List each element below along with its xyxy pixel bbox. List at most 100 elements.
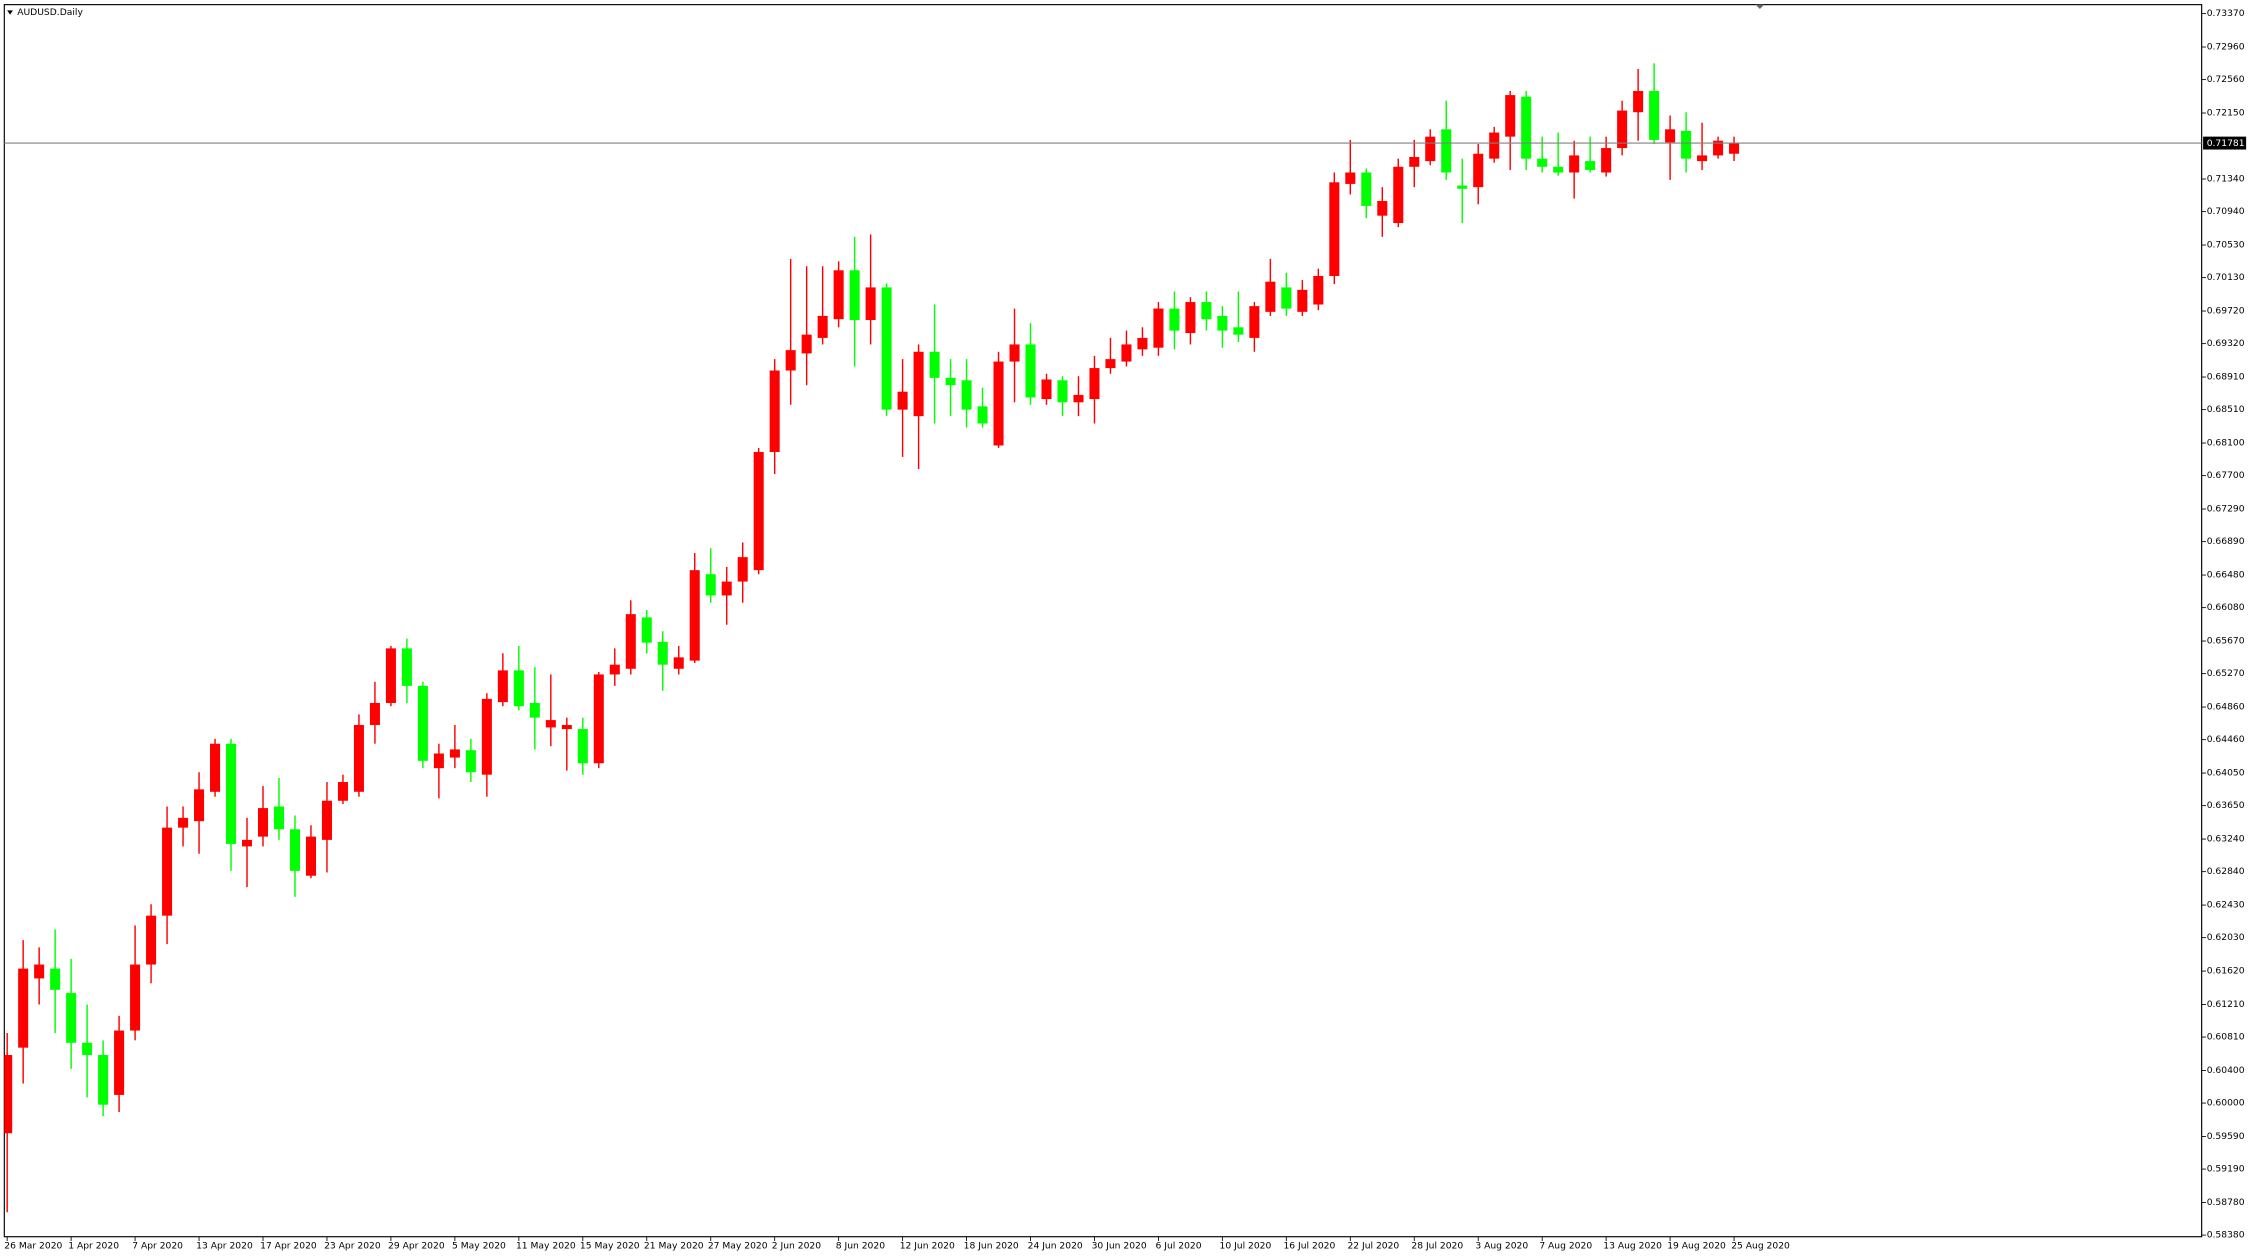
candle-body <box>1697 155 1708 162</box>
candle-body <box>417 685 428 761</box>
plot-frame <box>3 4 2203 1238</box>
candle-body <box>1473 153 1484 188</box>
candle-body <box>1457 185 1468 189</box>
candle-body <box>241 839 253 847</box>
current-price-box <box>2203 136 2247 150</box>
shift-marker <box>1755 4 1765 9</box>
x-tick-label: 22 Jul 2020 <box>1347 1241 1399 1252</box>
candle-body <box>50 968 61 990</box>
candle-body <box>34 964 45 979</box>
candle-body <box>465 750 476 773</box>
x-tick-label: 30 Jun 2020 <box>1092 1241 1147 1252</box>
candle-body <box>753 452 764 571</box>
candle-body <box>1553 166 1564 173</box>
candle-body <box>146 915 157 965</box>
x-tick-label: 25 Aug 2020 <box>1731 1241 1790 1252</box>
y-tick-label: 0.62430 <box>2207 900 2245 911</box>
y-tick-label: 0.59590 <box>2207 1131 2245 1142</box>
menu-arrow[interactable] <box>7 10 13 15</box>
candle-body <box>337 782 348 801</box>
candle-body <box>865 287 876 320</box>
y-tick-label: 0.62030 <box>2207 932 2245 943</box>
y-tick-label: 0.68100 <box>2207 438 2245 449</box>
candle-body <box>513 670 524 707</box>
candle-body <box>1009 344 1020 362</box>
y-tick-label: 0.60000 <box>2207 1098 2245 1109</box>
candle-body <box>1425 136 1436 162</box>
candle-body <box>961 380 972 410</box>
candle-body <box>577 729 588 764</box>
candle-body <box>945 377 956 386</box>
candle-body <box>785 350 796 371</box>
candle-body <box>1233 327 1244 335</box>
candle-body <box>1585 161 1596 171</box>
candle-body <box>82 1042 93 1055</box>
candle-body <box>1633 91 1644 113</box>
candle-body <box>1169 308 1180 331</box>
x-tick-label: 8 Jun 2020 <box>836 1241 885 1252</box>
candle-body <box>481 698 492 775</box>
candle-body <box>1729 143 1740 154</box>
candle-body <box>353 724 364 792</box>
y-tick-label: 0.68510 <box>2207 404 2245 415</box>
candle-body <box>18 968 29 1048</box>
x-tick-label: 18 Jun 2020 <box>964 1241 1019 1252</box>
plot-area <box>4 63 1740 1213</box>
y-tick-label: 0.61620 <box>2207 966 2245 977</box>
x-tick-label: 24 Jun 2020 <box>1028 1241 1083 1252</box>
y-tick-label: 0.64860 <box>2207 702 2245 713</box>
candle-body <box>1041 379 1052 400</box>
y-tick-label: 0.63650 <box>2207 800 2245 811</box>
candle-body <box>1345 172 1356 184</box>
y-tick-label: 0.72560 <box>2207 74 2245 85</box>
y-tick-label: 0.65270 <box>2207 668 2245 679</box>
x-tick-label: 13 Apr 2020 <box>196 1241 253 1252</box>
candle-body <box>1313 275 1324 305</box>
x-tick-label: 10 Jul 2020 <box>1220 1241 1272 1252</box>
candle-body <box>1153 308 1164 348</box>
y-tick-label: 0.66080 <box>2207 602 2245 613</box>
candle-body <box>1089 368 1100 400</box>
candle-body <box>545 720 556 728</box>
candle-body <box>1185 302 1196 334</box>
y-tick-label: 0.64050 <box>2207 768 2245 779</box>
candle-body <box>1249 306 1260 338</box>
x-tick-label: 26 Mar 2020 <box>4 1241 62 1252</box>
candle-body <box>257 808 269 837</box>
y-tick-label: 0.66480 <box>2207 570 2245 581</box>
y-tick-label: 0.73370 <box>2207 8 2245 19</box>
x-tick-label: 21 May 2020 <box>644 1241 704 1252</box>
candle-body <box>98 1054 109 1105</box>
candle-body <box>705 574 716 596</box>
candle-body <box>1489 132 1500 159</box>
x-tick-label: 15 May 2020 <box>580 1241 640 1252</box>
candle-body <box>226 743 237 844</box>
x-tick-label: 11 May 2020 <box>516 1241 576 1252</box>
x-tick-label: 17 Apr 2020 <box>260 1241 317 1252</box>
x-tick-label: 2 Jun 2020 <box>772 1241 821 1252</box>
candle-body <box>1537 158 1548 167</box>
y-tick-label: 0.60400 <box>2207 1065 2245 1076</box>
candle-body <box>1681 130 1692 159</box>
candle-body <box>1665 129 1676 143</box>
x-tick-label: 28 Jul 2020 <box>1411 1241 1463 1252</box>
candle-body <box>1409 157 1420 167</box>
y-tick-label: 0.70530 <box>2207 240 2245 251</box>
candle-body <box>561 724 572 730</box>
x-tick-label: 16 Jul 2020 <box>1283 1241 1335 1252</box>
x-tick-label: 19 Aug 2020 <box>1667 1241 1726 1252</box>
y-tick-label: 0.61210 <box>2207 999 2245 1010</box>
y-tick-label: 0.59190 <box>2207 1164 2245 1175</box>
candle-body <box>433 753 444 769</box>
y-tick-label: 0.67700 <box>2207 470 2245 481</box>
candle-body <box>1121 344 1132 362</box>
x-tick-label: 7 Aug 2020 <box>1539 1241 1592 1252</box>
candle-body <box>993 361 1004 446</box>
y-tick-label: 0.60810 <box>2207 1032 2245 1043</box>
candle-body <box>625 614 636 669</box>
x-tick-label: 23 Apr 2020 <box>324 1241 381 1252</box>
candle-body <box>1297 289 1308 312</box>
x-tick-label: 27 May 2020 <box>708 1241 768 1252</box>
